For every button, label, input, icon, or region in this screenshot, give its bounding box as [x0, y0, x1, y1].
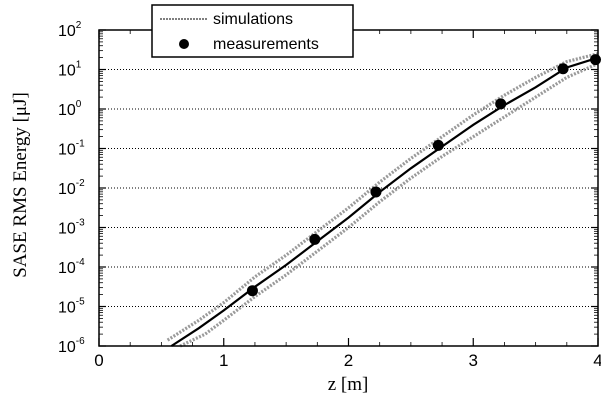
simulation-line [170, 56, 599, 347]
y-tick-exponent: -4 [76, 257, 85, 268]
measurement-point [370, 186, 382, 198]
y-tick-exponent: -3 [76, 218, 85, 229]
x-axis-title: z [m] [328, 374, 369, 395]
y-tick-label: 10-1 [58, 139, 85, 159]
legend: simulations measurements [151, 4, 354, 58]
y-tick-base: 10 [58, 260, 76, 277]
measurement-point [590, 54, 601, 66]
y-tick-exponent: 0 [76, 99, 82, 110]
y-tick-exponent: 1 [76, 60, 82, 71]
measurement-point [557, 63, 569, 75]
y-tick-label: 100 [58, 99, 82, 119]
y-tick-base: 10 [58, 221, 76, 238]
measurement-point [309, 233, 321, 245]
y-tick-exponent: -1 [76, 139, 85, 150]
y-tick-exponent: 2 [76, 20, 82, 31]
x-tick-label: 4 [593, 351, 601, 370]
horizontal-gridlines [99, 69, 598, 307]
x-tick-label: 1 [219, 351, 228, 370]
simulation-band-line [166, 52, 599, 342]
y-tick-base: 10 [58, 142, 76, 159]
measurement-point [246, 285, 258, 297]
series-layer [166, 52, 601, 348]
x-tick-label: 0 [94, 351, 103, 370]
measurement-point [495, 98, 507, 110]
y-tick-label: 10-5 [58, 297, 85, 317]
y-tick-exponent: -2 [76, 178, 85, 189]
y-tick-label: 10-6 [58, 336, 85, 356]
y-tick-base: 10 [58, 339, 76, 356]
y-tick-exponent: -5 [76, 297, 85, 308]
y-tick-label: 10-4 [58, 257, 85, 277]
y-tick-label: 102 [58, 20, 82, 40]
y-tick-base: 10 [58, 102, 76, 119]
simulation-band-line [179, 62, 599, 348]
legend-label-simulations: simulations [213, 11, 293, 28]
x-tick-label: 2 [344, 351, 353, 370]
legend-label-measurements: measurements [213, 36, 319, 53]
y-tick-base: 10 [58, 23, 76, 40]
y-tick-label: 10-2 [58, 178, 85, 198]
measurement-point [432, 139, 444, 151]
y-tick-base: 10 [58, 300, 76, 317]
y-tick-label: 101 [58, 60, 82, 80]
axis-ticks [98, 29, 599, 347]
y-tick-label: 10-3 [58, 218, 85, 238]
y-tick-base: 10 [58, 181, 76, 198]
x-tick-labels: 0 1 2 3 4 [94, 351, 601, 370]
y-axis-title: SASE RMS Energy [μJ] [10, 92, 31, 278]
y-tick-exponent: -6 [76, 336, 85, 347]
y-tick-base: 10 [58, 63, 76, 80]
legend-marker-sample [179, 39, 189, 49]
x-tick-label: 3 [469, 351, 478, 370]
